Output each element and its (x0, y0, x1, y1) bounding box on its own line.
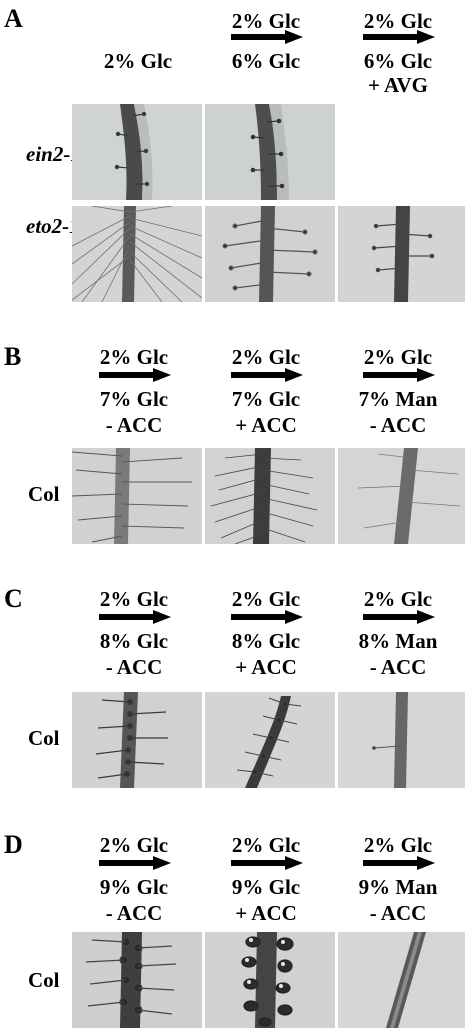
panel-a-col3-to: 6% Glc (363, 49, 433, 73)
panel-b-col1-extra: - ACC (105, 413, 163, 437)
panel-b-col2-from: 2% Glc (231, 345, 301, 369)
panel-d-col1-arrow-icon (99, 856, 171, 870)
panel-d-col3-extra: - ACC (369, 901, 427, 925)
panel-c-col3-to: 8% Man (358, 629, 438, 653)
panel-b-col3-extra: - ACC (369, 413, 427, 437)
panel-b-col1-from: 2% Glc (99, 345, 169, 369)
panel-b-col3-arrow-icon (363, 368, 435, 382)
micrograph-a-eto2-2glc (72, 206, 202, 302)
panel-a-label: A (4, 4, 23, 33)
panel-d-col3-to: 9% Man (358, 875, 438, 899)
panel-b-col3-to: 7% Man (358, 387, 438, 411)
panel-a-col1-condition: 2% Glc (103, 49, 173, 73)
micrograph-a-ein2-6glc (205, 104, 335, 200)
panel-b-col2-to: 7% Glc (231, 387, 301, 411)
panel-b-label: B (4, 342, 22, 371)
panel-d-col3-from: 2% Glc (363, 833, 433, 857)
panel-a-col2-arrow-icon (231, 30, 303, 44)
micrograph-a-eto2-avg (338, 206, 465, 302)
panel-c-col3-from: 2% Glc (363, 587, 433, 611)
panel-b-col1-arrow-icon (99, 368, 171, 382)
micrograph-b-col-minus-acc (72, 448, 202, 544)
panel-c-col2-from: 2% Glc (231, 587, 301, 611)
panel-c-col2-extra: + ACC (235, 655, 297, 679)
panel-a-col3-from: 2% Glc (363, 9, 433, 33)
panel-d-col1-from: 2% Glc (99, 833, 169, 857)
micrograph-d-col-man (338, 932, 465, 1028)
micrograph-b-col-plus-acc (205, 448, 335, 544)
micrograph-c-col-man (338, 692, 465, 788)
panel-d-col2-to: 9% Glc (231, 875, 301, 899)
panel-d-col2-extra: + ACC (235, 901, 297, 925)
panel-d-col1-extra: - ACC (105, 901, 163, 925)
panel-a-col2-to: 6% Glc (231, 49, 301, 73)
panel-a-col3-extra: + AVG (367, 73, 429, 97)
panel-a-row2-label: eto2-1 (26, 214, 80, 238)
panel-b-row-label: Col (28, 482, 60, 506)
panel-d-label: D (4, 830, 23, 859)
panel-c-col1-from: 2% Glc (99, 587, 169, 611)
panel-a-col2-from: 2% Glc (231, 9, 301, 33)
panel-c-col1-extra: - ACC (105, 655, 163, 679)
panel-d-row-label: Col (28, 968, 60, 992)
micrograph-c-col-minus-acc (72, 692, 202, 788)
panel-c-col1-arrow-icon (99, 610, 171, 624)
panel-c-col3-arrow-icon (363, 610, 435, 624)
panel-c-col3-extra: - ACC (369, 655, 427, 679)
micrograph-a-eto2-6glc (205, 206, 335, 302)
panel-b-col3-from: 2% Glc (363, 345, 433, 369)
micrograph-a-ein2-2glc (72, 104, 202, 200)
panel-d-col3-arrow-icon (363, 856, 435, 870)
panel-c-row-label: Col (28, 726, 60, 750)
micrograph-b-col-man (338, 448, 465, 544)
panel-a-row1-label: ein2-1 (26, 142, 81, 166)
panel-d-col1-to: 9% Glc (99, 875, 169, 899)
panel-d-col2-arrow-icon (231, 856, 303, 870)
micrograph-d-col-plus-acc (205, 932, 335, 1028)
panel-b-col2-extra: + ACC (235, 413, 297, 437)
panel-b-col1-to: 7% Glc (99, 387, 169, 411)
panel-b-col2-arrow-icon (231, 368, 303, 382)
panel-a-col3-arrow-icon (363, 30, 435, 44)
panel-c-label: C (4, 584, 23, 613)
panel-c-col2-to: 8% Glc (231, 629, 301, 653)
micrograph-c-col-plus-acc (205, 692, 335, 788)
panel-d-col2-from: 2% Glc (231, 833, 301, 857)
panel-c-col2-arrow-icon (231, 610, 303, 624)
micrograph-d-col-minus-acc (72, 932, 202, 1028)
panel-c-col1-to: 8% Glc (99, 629, 169, 653)
